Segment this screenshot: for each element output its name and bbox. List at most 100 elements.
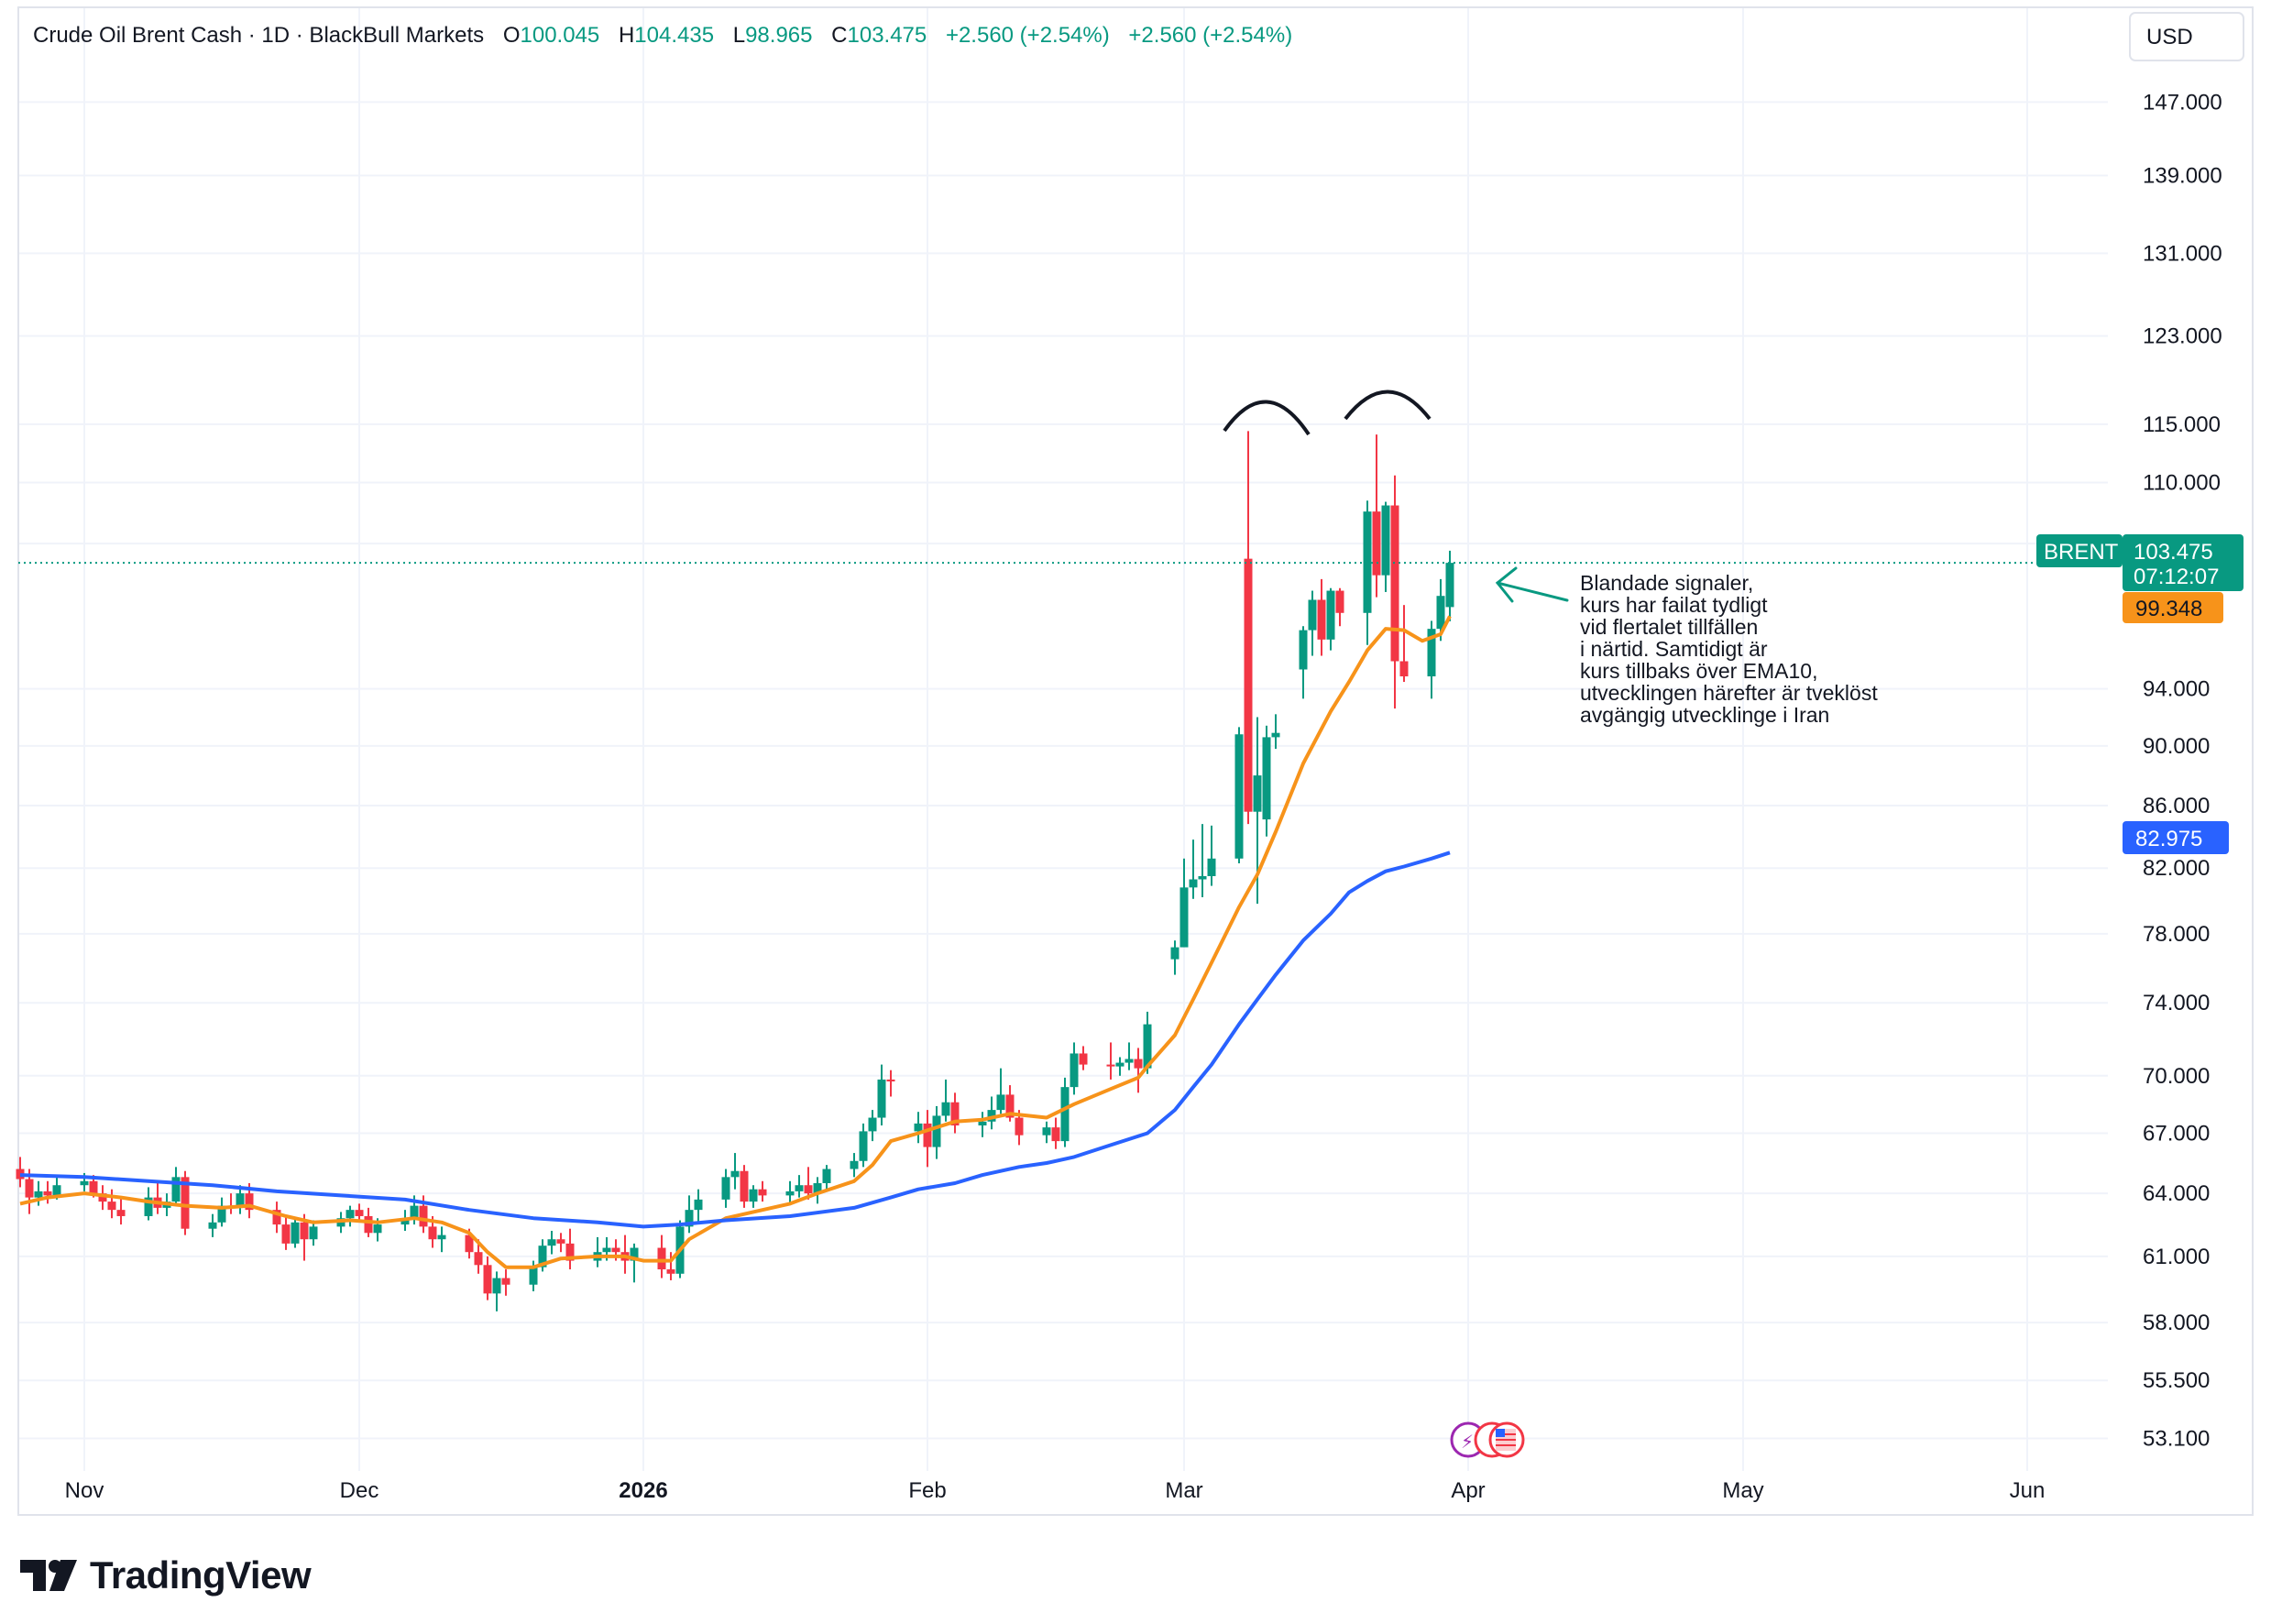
candle-body <box>556 1239 565 1244</box>
candle-body <box>611 1247 620 1253</box>
chart-frame <box>17 6 2254 1516</box>
price-tick-label: 55.500 <box>2143 1368 2210 1393</box>
candle-body <box>34 1191 43 1198</box>
time-axis[interactable]: Nov Dec 2026 Feb Mar Apr May Jun <box>65 1478 2046 1503</box>
candle-body <box>80 1180 89 1186</box>
change-value: +2.560 (+2.54%) <box>946 23 1110 48</box>
candle-body <box>410 1205 419 1219</box>
annotation-line: Blandade signaler, <box>1580 571 1753 595</box>
candle-down <box>107 1189 116 1219</box>
candle-body <box>785 1191 795 1196</box>
candle-up <box>932 1105 941 1159</box>
candle-down <box>758 1180 767 1202</box>
candle-body <box>1015 1117 1024 1136</box>
candle-body <box>483 1265 492 1294</box>
candle-body <box>602 1247 611 1253</box>
candle-up <box>822 1165 831 1191</box>
candle-body <box>474 1252 483 1266</box>
ema-layer <box>19 615 1452 1269</box>
annotation-line: i närtid. Samtidigt är <box>1580 637 1768 661</box>
high-label: H <box>619 23 634 48</box>
price-axis[interactable]: 147.000 139.000 131.000 123.000 115.000 110.0… <box>2143 90 2222 1451</box>
candle-body <box>1207 858 1216 876</box>
annotation-text: Blandade signaler, kurs har failat tydlig… <box>1580 571 1878 727</box>
candle-body <box>1262 737 1271 820</box>
price-tick-label: 64.000 <box>2143 1181 2210 1206</box>
price-tick-label: 147.000 <box>2143 90 2222 115</box>
candle-body <box>16 1169 25 1180</box>
candle-down <box>272 1202 281 1234</box>
candle-down <box>740 1165 749 1208</box>
candle-body <box>107 1202 116 1211</box>
candle-body <box>529 1267 538 1285</box>
currency-button[interactable]: USD <box>2129 12 2244 61</box>
candle-body <box>245 1193 254 1211</box>
candle-up <box>1271 714 1280 750</box>
candle-up <box>1427 620 1436 699</box>
candle-body <box>1299 630 1308 670</box>
low-value: 98.965 <box>745 23 812 48</box>
candle-up <box>785 1180 795 1204</box>
candle-up <box>1198 824 1207 898</box>
candle-body <box>1253 775 1262 812</box>
candle-down <box>116 1197 126 1225</box>
candle-body <box>1134 1059 1143 1069</box>
close-value: 103.475 <box>848 23 927 48</box>
candle-body <box>364 1215 373 1234</box>
candle-body <box>43 1191 52 1196</box>
annotation-line: kurs har failat tydligt <box>1580 593 1768 617</box>
price-tick-label: 82.000 <box>2143 856 2210 881</box>
candle-body <box>98 1193 107 1202</box>
candle-body <box>1115 1062 1125 1067</box>
candle-body <box>1436 596 1445 630</box>
candle-body <box>1234 734 1244 859</box>
candle-body <box>428 1226 437 1240</box>
ema10-line <box>19 615 1452 1269</box>
candle-up <box>859 1123 868 1168</box>
candle-down <box>281 1215 291 1250</box>
brent-label: BRENT <box>2044 540 2119 565</box>
candle-up <box>1143 1011 1152 1074</box>
candle-down <box>98 1185 107 1211</box>
brent-badge: BRENT 103.475 07:12:07 <box>2036 534 2244 591</box>
candle-down <box>1244 431 1253 825</box>
candle-up <box>236 1185 245 1214</box>
candle-down <box>1399 605 1409 683</box>
price-tick-label: 86.000 <box>2143 794 2210 818</box>
candle-down <box>666 1252 675 1280</box>
time-tick-label: Mar <box>1165 1478 1202 1503</box>
candle-body <box>419 1205 428 1227</box>
candle-body <box>1372 511 1381 576</box>
event-icons[interactable]: ⚡ <box>1450 1421 1525 1458</box>
candle-up <box>795 1175 804 1198</box>
annotation-line: kurs tillbaks över EMA10, <box>1580 659 1817 683</box>
price-tick-label: 67.000 <box>2143 1122 2210 1147</box>
candle-up <box>1445 550 1454 621</box>
candle-body <box>1399 661 1409 677</box>
candle-up <box>1070 1042 1079 1095</box>
last-price-label: 103.475 <box>2134 540 2213 565</box>
candle-up <box>850 1153 859 1178</box>
tradingview-logo[interactable]: TradingView <box>20 1553 312 1597</box>
candle-body <box>1427 629 1436 677</box>
candle-body <box>950 1102 960 1126</box>
candle-up <box>1381 501 1390 592</box>
candle-body <box>657 1247 666 1270</box>
time-tick-label: Feb <box>908 1478 946 1503</box>
candle-body <box>1079 1053 1088 1065</box>
candle-down <box>556 1233 565 1253</box>
top-arc-right <box>1344 390 1432 421</box>
candle-body <box>465 1234 474 1253</box>
candle-body <box>685 1210 694 1227</box>
candle-body <box>1244 558 1253 812</box>
candle-up <box>1125 1042 1134 1070</box>
candle-body <box>1179 887 1189 948</box>
candle-body <box>859 1131 868 1161</box>
candle-down <box>657 1234 666 1278</box>
candle-body <box>721 1177 730 1200</box>
candle-body <box>25 1179 34 1198</box>
candle-body <box>171 1177 181 1202</box>
symbol-title: Crude Oil Brent Cash · 1D · BlackBull Ma… <box>33 23 484 48</box>
candle-body <box>1125 1059 1134 1063</box>
